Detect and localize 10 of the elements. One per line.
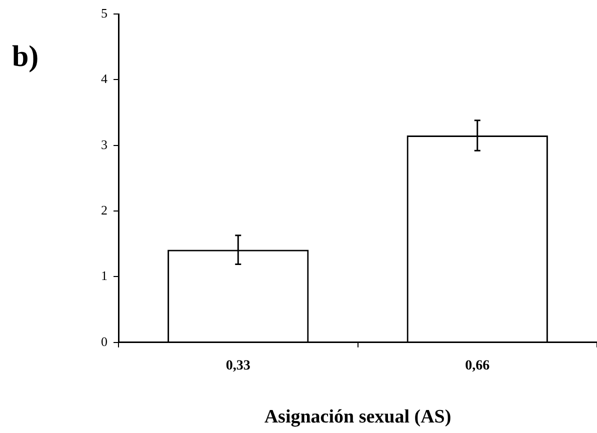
x-tick-label: 0,66	[465, 358, 490, 374]
y-tick-label: 4	[101, 71, 108, 86]
text: b)	[12, 40, 39, 74]
y-tick-label: 5	[101, 5, 108, 20]
y-tick-label: 1	[101, 268, 108, 284]
x-tick-label: 0,33	[226, 358, 250, 374]
y-tick-label: 2	[101, 202, 108, 218]
y-tick-label: 3	[101, 136, 108, 152]
y-tick-label: 0	[101, 334, 108, 349]
x-axis-title: Asignación sexual (AS)	[264, 406, 452, 428]
